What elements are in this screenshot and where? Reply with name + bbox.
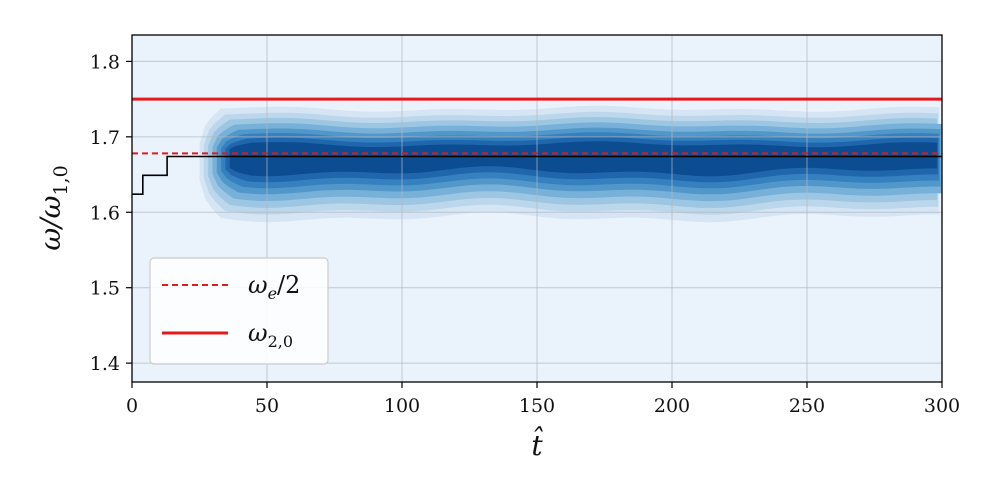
series-lines	[132, 97, 942, 195]
y-tick-label-3: 1.7	[90, 127, 120, 149]
x-tick-label-5: 250	[789, 395, 825, 417]
x-tick-label-4: 200	[654, 395, 690, 417]
legend-box	[149, 257, 329, 365]
x-tick-label-1: 50	[255, 395, 279, 417]
legend-entry-1: ω2,0	[248, 319, 293, 351]
y-tick-label-1: 1.5	[90, 278, 120, 300]
legend: ωe/2 ω2,0	[149, 257, 329, 365]
series-step-2	[132, 155, 942, 195]
legend-entry-0: ωe/2	[248, 271, 300, 303]
y-axis-label-group: ω/ω1,0	[34, 165, 72, 250]
y-tick-label-2: 1.6	[90, 202, 120, 224]
svg-text:ω/ω1,0: ω/ω1,0	[34, 165, 72, 250]
x-tick-label-0: 0	[126, 395, 138, 417]
y-axis-label-subscript: 1,0	[50, 165, 72, 195]
density-contours	[199, 105, 942, 223]
density-level-7	[229, 141, 938, 177]
y-axis-label: ω/ω	[34, 195, 67, 250]
y-tick-label-0: 1.4	[90, 353, 120, 375]
x-tick-label-6: 300	[924, 395, 960, 417]
x-axis-label: t̂	[531, 427, 543, 462]
y-tick-label-4: 1.8	[90, 51, 120, 73]
x-tick-label-2: 100	[384, 395, 420, 417]
axis-ticks: 0 50 100 150 200 250 300 1.4 1.5 1.6 1.7 1.8	[90, 51, 960, 417]
x-tick-label-3: 150	[519, 395, 555, 417]
